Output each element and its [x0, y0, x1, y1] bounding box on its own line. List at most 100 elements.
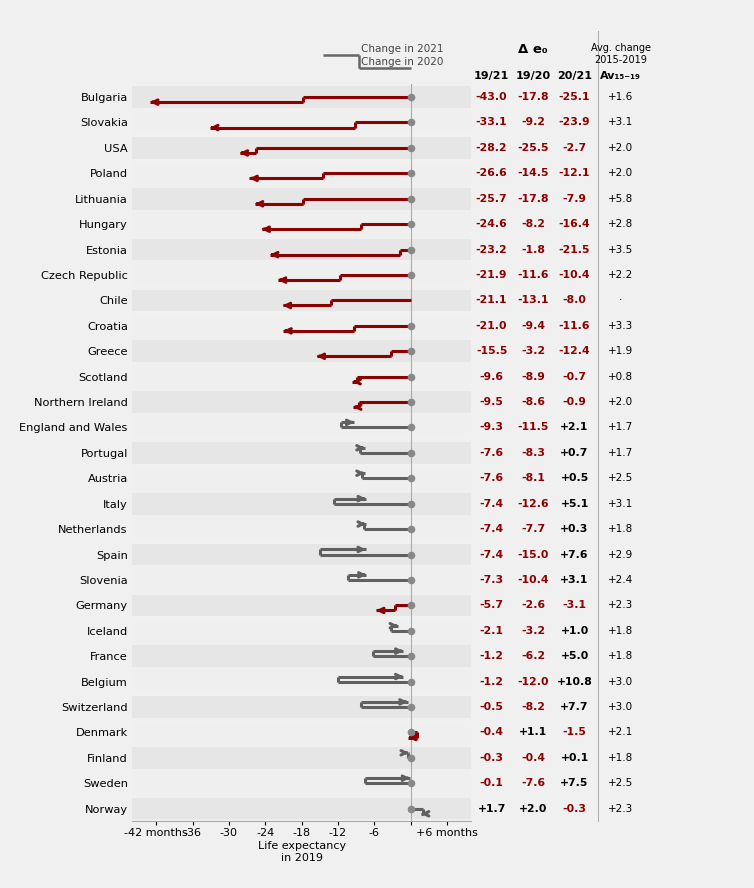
- Text: +2.8: +2.8: [608, 219, 633, 229]
- Text: +1.8: +1.8: [608, 626, 633, 636]
- Bar: [132, 213, 471, 235]
- Text: -15.5: -15.5: [476, 346, 507, 356]
- Text: +7.5: +7.5: [560, 778, 589, 789]
- Text: -9.4: -9.4: [521, 321, 545, 331]
- Text: +5.8: +5.8: [608, 194, 633, 203]
- Text: +2.1: +2.1: [608, 727, 633, 737]
- Text: -15.0: -15.0: [517, 550, 549, 559]
- Bar: [132, 747, 471, 769]
- Text: +2.4: +2.4: [608, 575, 633, 585]
- Text: +7.7: +7.7: [560, 702, 589, 712]
- Text: +2.1: +2.1: [560, 423, 589, 432]
- Text: -7.6: -7.6: [480, 448, 504, 458]
- Text: -0.5: -0.5: [480, 702, 504, 712]
- Text: 19/21: 19/21: [474, 71, 509, 81]
- Text: -2.6: -2.6: [521, 600, 545, 610]
- Text: +2.3: +2.3: [608, 600, 633, 610]
- Text: +1.8: +1.8: [608, 753, 633, 763]
- Bar: [132, 416, 471, 439]
- X-axis label: Life expectancy
in 2019: Life expectancy in 2019: [258, 841, 345, 863]
- Text: -6.2: -6.2: [521, 651, 545, 662]
- Text: +3.0: +3.0: [608, 702, 633, 712]
- Text: -11.5: -11.5: [517, 423, 549, 432]
- Text: -12.4: -12.4: [559, 346, 590, 356]
- Bar: [132, 595, 471, 616]
- Text: -25.5: -25.5: [517, 143, 549, 153]
- Text: Avg. change
2015-2019: Avg. change 2015-2019: [590, 44, 651, 65]
- Text: +1.7: +1.7: [477, 804, 506, 813]
- Text: -23.9: -23.9: [559, 117, 590, 128]
- Bar: [132, 722, 471, 743]
- Text: -9.3: -9.3: [480, 423, 504, 432]
- Bar: [132, 340, 471, 362]
- Text: -24.6: -24.6: [476, 219, 507, 229]
- Text: -28.2: -28.2: [476, 143, 507, 153]
- Text: -3.2: -3.2: [521, 346, 545, 356]
- Text: -33.1: -33.1: [476, 117, 507, 128]
- Text: +3.1: +3.1: [608, 117, 633, 128]
- Text: -12.6: -12.6: [517, 499, 549, 509]
- Text: Change in 2021: Change in 2021: [361, 44, 443, 54]
- Text: +0.5: +0.5: [560, 473, 589, 483]
- Text: -43.0: -43.0: [476, 92, 507, 102]
- Text: -9.5: -9.5: [480, 397, 504, 407]
- Text: -26.6: -26.6: [476, 169, 507, 178]
- Text: +2.0: +2.0: [608, 397, 633, 407]
- Text: +7.6: +7.6: [560, 550, 589, 559]
- Text: -1.2: -1.2: [480, 651, 504, 662]
- Text: +1.7: +1.7: [608, 448, 633, 458]
- Bar: [132, 366, 471, 387]
- Text: +2.5: +2.5: [608, 778, 633, 789]
- Text: -8.6: -8.6: [521, 397, 545, 407]
- Bar: [132, 620, 471, 642]
- Text: -17.8: -17.8: [517, 194, 549, 203]
- Text: -1.8: -1.8: [521, 244, 545, 255]
- Text: ·: ·: [619, 296, 622, 305]
- Text: -12.0: -12.0: [517, 677, 549, 686]
- Text: +0.8: +0.8: [608, 372, 633, 382]
- Bar: [132, 137, 471, 159]
- Text: -3.1: -3.1: [562, 600, 587, 610]
- Text: -10.4: -10.4: [559, 270, 590, 280]
- Bar: [132, 239, 471, 260]
- Text: -7.7: -7.7: [521, 524, 545, 534]
- Text: -0.9: -0.9: [562, 397, 587, 407]
- Text: +10.8: +10.8: [556, 677, 593, 686]
- Text: +1.6: +1.6: [608, 92, 633, 102]
- Bar: [132, 798, 471, 820]
- Text: Change in 2020: Change in 2020: [361, 57, 443, 67]
- Bar: [132, 289, 471, 311]
- Text: -7.6: -7.6: [480, 473, 504, 483]
- Bar: [132, 163, 471, 184]
- Text: -8.1: -8.1: [521, 473, 545, 483]
- Text: +3.3: +3.3: [608, 321, 633, 331]
- Bar: [132, 112, 471, 133]
- Text: -8.3: -8.3: [521, 448, 545, 458]
- Bar: [132, 315, 471, 337]
- Bar: [132, 493, 471, 514]
- Text: +2.2: +2.2: [608, 270, 633, 280]
- Text: +3.0: +3.0: [608, 677, 633, 686]
- Text: +2.0: +2.0: [608, 169, 633, 178]
- Text: +0.7: +0.7: [560, 448, 589, 458]
- Bar: [132, 519, 471, 540]
- Text: -2.1: -2.1: [480, 626, 504, 636]
- Text: -7.4: -7.4: [480, 550, 504, 559]
- Text: +5.0: +5.0: [560, 651, 589, 662]
- Bar: [132, 543, 471, 566]
- Bar: [132, 264, 471, 286]
- Text: +2.0: +2.0: [608, 143, 633, 153]
- Text: -11.6: -11.6: [559, 321, 590, 331]
- Bar: [132, 392, 471, 413]
- Text: +1.0: +1.0: [560, 626, 589, 636]
- Text: +3.1: +3.1: [560, 575, 589, 585]
- Text: -3.2: -3.2: [521, 626, 545, 636]
- Text: -2.7: -2.7: [562, 143, 587, 153]
- Text: -7.9: -7.9: [562, 194, 587, 203]
- Bar: [132, 773, 471, 794]
- Text: +1.7: +1.7: [608, 423, 633, 432]
- Text: +0.3: +0.3: [560, 524, 589, 534]
- Text: -0.4: -0.4: [480, 727, 504, 737]
- Text: -8.2: -8.2: [521, 702, 545, 712]
- Text: +5.1: +5.1: [560, 499, 589, 509]
